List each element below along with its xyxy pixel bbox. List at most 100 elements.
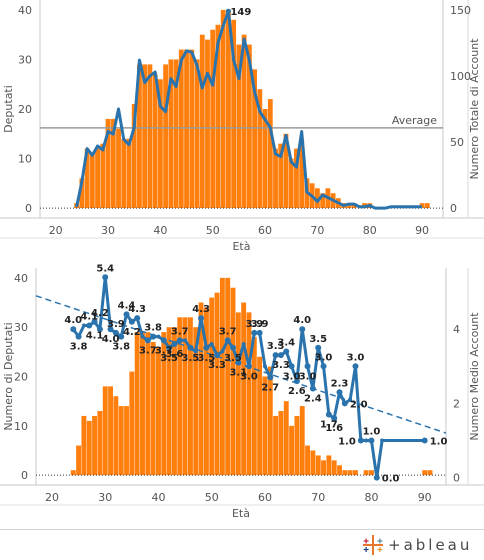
p2-data-label: 3.9 — [245, 319, 263, 330]
p1-bar — [116, 128, 121, 209]
p2-data-label: 2.4 — [304, 394, 322, 405]
p2-x-tick-label: 20 — [45, 491, 59, 504]
p2-data-label: 2.0 — [350, 399, 368, 410]
p1-y-right-tick-label: 50 — [450, 136, 464, 149]
p2-y-left-tick-label: 30 — [14, 321, 28, 334]
p2-data-label: 4.3 — [128, 304, 146, 315]
p2-series-point — [357, 437, 364, 444]
p2-data-label: 1.0 — [338, 436, 356, 447]
p2-data-label: 3.4 — [277, 337, 295, 348]
p2-bar — [102, 386, 108, 476]
p1-bar — [241, 34, 247, 209]
p2-x-tick-label: 70 — [311, 491, 325, 504]
tableau-logo[interactable]: +ableau — [362, 533, 482, 557]
p1-bar — [199, 34, 205, 209]
p2-data-label: 4.1 — [80, 312, 98, 323]
p1-bar — [89, 153, 95, 209]
tableau-wordmark: +ableau — [388, 536, 473, 554]
p2-series-point — [91, 318, 98, 325]
p1-bar — [273, 148, 278, 209]
p1-bar — [184, 49, 189, 209]
p2-bar — [331, 460, 337, 476]
p2-bar — [299, 406, 305, 476]
p1-bar — [163, 64, 169, 209]
p2-bar — [124, 406, 129, 476]
p2-series-point — [348, 397, 353, 402]
p2-data-label: 4.0 — [293, 315, 311, 326]
p2-data-label: 1.7 — [320, 420, 338, 431]
p2-data-label: 3.0 — [299, 371, 317, 382]
p2-bar — [422, 470, 428, 476]
p2-x-tick-label: 80 — [364, 491, 378, 504]
p2-bar — [251, 337, 257, 476]
p2-bar — [326, 455, 332, 476]
p2-bar — [267, 366, 273, 476]
p1-y-left-tick-label: 0 — [25, 202, 32, 215]
p1-x-tick-label: 50 — [206, 224, 220, 237]
p2-series-point — [171, 341, 178, 348]
p2-series-point — [209, 342, 214, 347]
p1-bar — [157, 79, 163, 209]
p2-series-point — [176, 337, 183, 344]
p1-bar — [84, 148, 90, 209]
p2-series-point — [309, 385, 316, 392]
p2-series-point — [241, 342, 246, 347]
p2-data-label: 4.2 — [91, 308, 109, 319]
p2-bar — [289, 425, 295, 476]
p2-bar — [246, 312, 252, 476]
p1-bar — [252, 69, 257, 209]
p1-bar — [95, 148, 100, 209]
p2-y-right-axis-title: Numero Medio Account — [468, 312, 481, 441]
p2-bar — [134, 332, 140, 476]
p2-x-axis-title: Età — [232, 507, 250, 520]
p2-bar — [198, 302, 204, 476]
p1-y-right-tick-label: 100 — [450, 70, 471, 83]
p2-bar — [214, 292, 220, 476]
p1-bar — [147, 64, 153, 209]
p2-bar — [305, 445, 311, 476]
p2-series-point — [299, 326, 306, 333]
p1-bar — [100, 143, 106, 209]
p1-bar — [152, 74, 158, 209]
p1-bar — [288, 158, 294, 209]
p2-series-point — [288, 363, 295, 370]
p2-bar — [108, 386, 113, 476]
p2-series-point — [140, 334, 145, 339]
p2-data-label: 2.3 — [331, 378, 349, 389]
p2-series-point — [81, 323, 86, 328]
p2-bar — [187, 317, 193, 476]
p2-bar — [235, 312, 241, 476]
p2-data-label: 4.0 — [64, 315, 82, 326]
p2-bar — [342, 470, 348, 476]
p2-data-label: 3.8 — [144, 323, 162, 334]
p2-series-point — [368, 437, 375, 444]
p1-y-left-tick-label: 20 — [18, 103, 32, 116]
p2-bar — [257, 356, 263, 476]
p1-y-right-tick-label: 0 — [450, 202, 457, 215]
p1-x-tick-label: 30 — [101, 224, 115, 237]
p1-data-label: 149 — [230, 7, 251, 18]
p2-data-label: 1.0 — [430, 436, 448, 447]
p1-bar — [131, 104, 137, 209]
p2-x-tick-label: 50 — [205, 491, 219, 504]
p2-data-label: 4.4 — [118, 300, 136, 311]
p1-y-left-tick-label: 10 — [18, 153, 32, 166]
p2-bar — [230, 287, 236, 476]
p2-series-point — [277, 352, 284, 359]
p2-x-tick-label: 40 — [151, 491, 165, 504]
p2-data-label: 3.0 — [347, 352, 365, 363]
p2-data-label: 3.0 — [240, 371, 258, 382]
p2-series-point — [193, 349, 198, 354]
p2-series-point — [421, 437, 428, 444]
p1-x-tick-label: 40 — [153, 224, 167, 237]
p1-y-left-axis-title: Deputati — [2, 85, 15, 133]
p1-bar — [215, 24, 221, 209]
p1-bar — [246, 44, 252, 209]
p2-series-point — [112, 329, 119, 336]
p2-bar — [182, 317, 188, 476]
p2-series-point — [267, 374, 274, 381]
p1-bar — [105, 118, 111, 209]
p2-series-point — [75, 333, 82, 340]
p2-bar — [209, 297, 215, 476]
p2-bar — [225, 277, 231, 476]
